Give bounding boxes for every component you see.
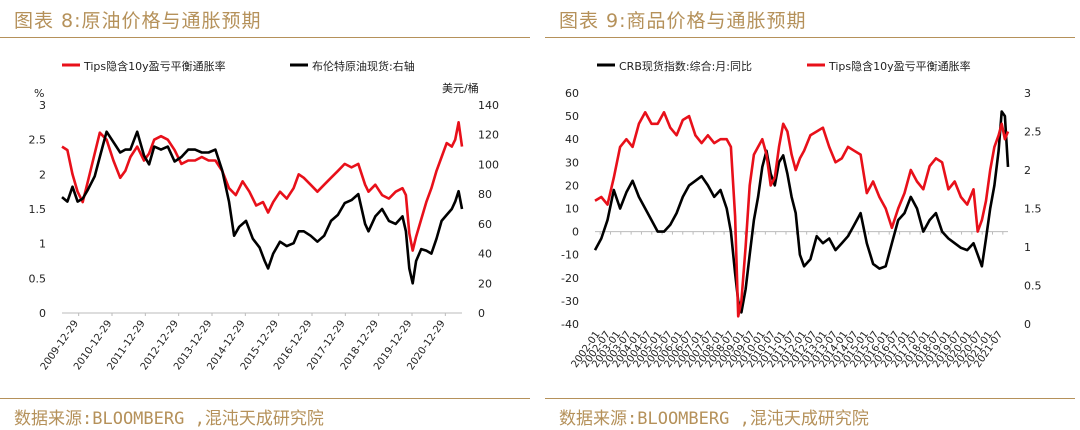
left-tick-label: 2.5 <box>29 134 47 147</box>
series-line-1 <box>61 130 464 285</box>
legend-label-brent: 布伦特原油现货:右轴 <box>312 59 415 73</box>
figure-9-panel: 图表 9:商品价格与通胀预期 CRB现货指数:综合:月:同比 Tips隐含10y… <box>545 0 1075 430</box>
left-tick-label: 2 <box>39 168 46 181</box>
right-tick-label: 0.5 <box>1024 280 1042 293</box>
source-rule <box>545 398 1075 399</box>
right-tick-label: 40 <box>478 248 492 261</box>
left-tick-label: 40 <box>565 133 579 146</box>
title-rule <box>0 37 530 38</box>
left-tick-label: 0.5 <box>29 272 47 285</box>
right-tick-label: 0 <box>478 307 485 320</box>
left-tick-label: 1 <box>39 238 46 251</box>
figure-8-panel: 图表 8:原油价格与通胀预期 Tips隐含10y盈亏平衡通胀率 布伦特原油现货:… <box>0 0 530 430</box>
left-tick-label: 50 <box>565 110 579 123</box>
series-lines <box>61 121 464 285</box>
left-tick-label: 60 <box>565 87 579 100</box>
right-tick-label: 140 <box>478 99 499 112</box>
right-tick-label: 1.5 <box>1024 203 1042 216</box>
series-line-0 <box>61 121 464 252</box>
right-tick-label: 0 <box>1024 318 1031 331</box>
left-tick-label: 0 <box>39 307 46 320</box>
figure-title: 图表 9:商品价格与通胀预期 <box>559 10 807 32</box>
title-rule <box>545 37 1075 38</box>
right-tick-label: 100 <box>478 158 499 171</box>
left-tick-label: 20 <box>565 179 579 192</box>
left-tick-label: 30 <box>565 156 579 169</box>
left-tick-label: -20 <box>561 272 579 285</box>
left-tick-label: -40 <box>561 318 579 331</box>
right-axis-unit: 美元/桶 <box>442 81 479 95</box>
right-tick-label: 2.5 <box>1024 126 1042 139</box>
series-line-0 <box>593 110 1010 314</box>
legend-label-tips: Tips隐含10y盈亏平衡通胀率 <box>828 59 971 73</box>
left-axis-unit: % <box>34 87 44 100</box>
right-tick-label: 2 <box>1024 164 1031 177</box>
oil-inflation-chart: Tips隐含10y盈亏平衡通胀率 布伦特原油现货:右轴 % 美元/桶 0 0.5 1… <box>29 59 500 372</box>
series-line-1 <box>594 111 1010 318</box>
source-note: 数据来源:BLOOMBERG ,混沌天成研究院 <box>559 409 869 429</box>
series-lines <box>593 110 1010 318</box>
figure-title: 图表 8:原油价格与通胀预期 <box>14 10 262 32</box>
source-note: 数据来源:BLOOMBERG ,混沌天成研究院 <box>14 409 324 429</box>
left-tick-label: -10 <box>561 249 579 262</box>
left-tick-label: 10 <box>565 203 579 216</box>
right-tick-label: 1 <box>1024 241 1031 254</box>
axes: -40-30-20-10010203040506000.511.522.5320… <box>561 87 1041 370</box>
legend: Tips隐含10y盈亏平衡通胀率 布伦特原油现货:右轴 <box>62 59 415 73</box>
right-tick-label: 80 <box>478 188 492 201</box>
legend-label-crb: CRB现货指数:综合:月:同比 <box>619 59 752 73</box>
source-rule <box>0 398 530 399</box>
legend: CRB现货指数:综合:月:同比 Tips隐含10y盈亏平衡通胀率 <box>597 59 971 73</box>
left-tick-label: -30 <box>561 295 579 308</box>
left-tick-label: 3 <box>39 99 46 112</box>
left-tick-label: 1.5 <box>29 203 47 216</box>
right-tick-label: 120 <box>478 129 499 142</box>
commodity-inflation-chart: CRB现货指数:综合:月:同比 Tips隐含10y盈亏平衡通胀率 -40 -30 -… <box>561 59 1041 370</box>
legend-label-tips: Tips隐含10y盈亏平衡通胀率 <box>83 59 226 73</box>
left-tick-label: 0 <box>572 226 579 239</box>
right-tick-label: 20 <box>478 277 492 290</box>
right-tick-label: 60 <box>478 218 492 231</box>
right-tick-label: 3 <box>1024 87 1031 100</box>
